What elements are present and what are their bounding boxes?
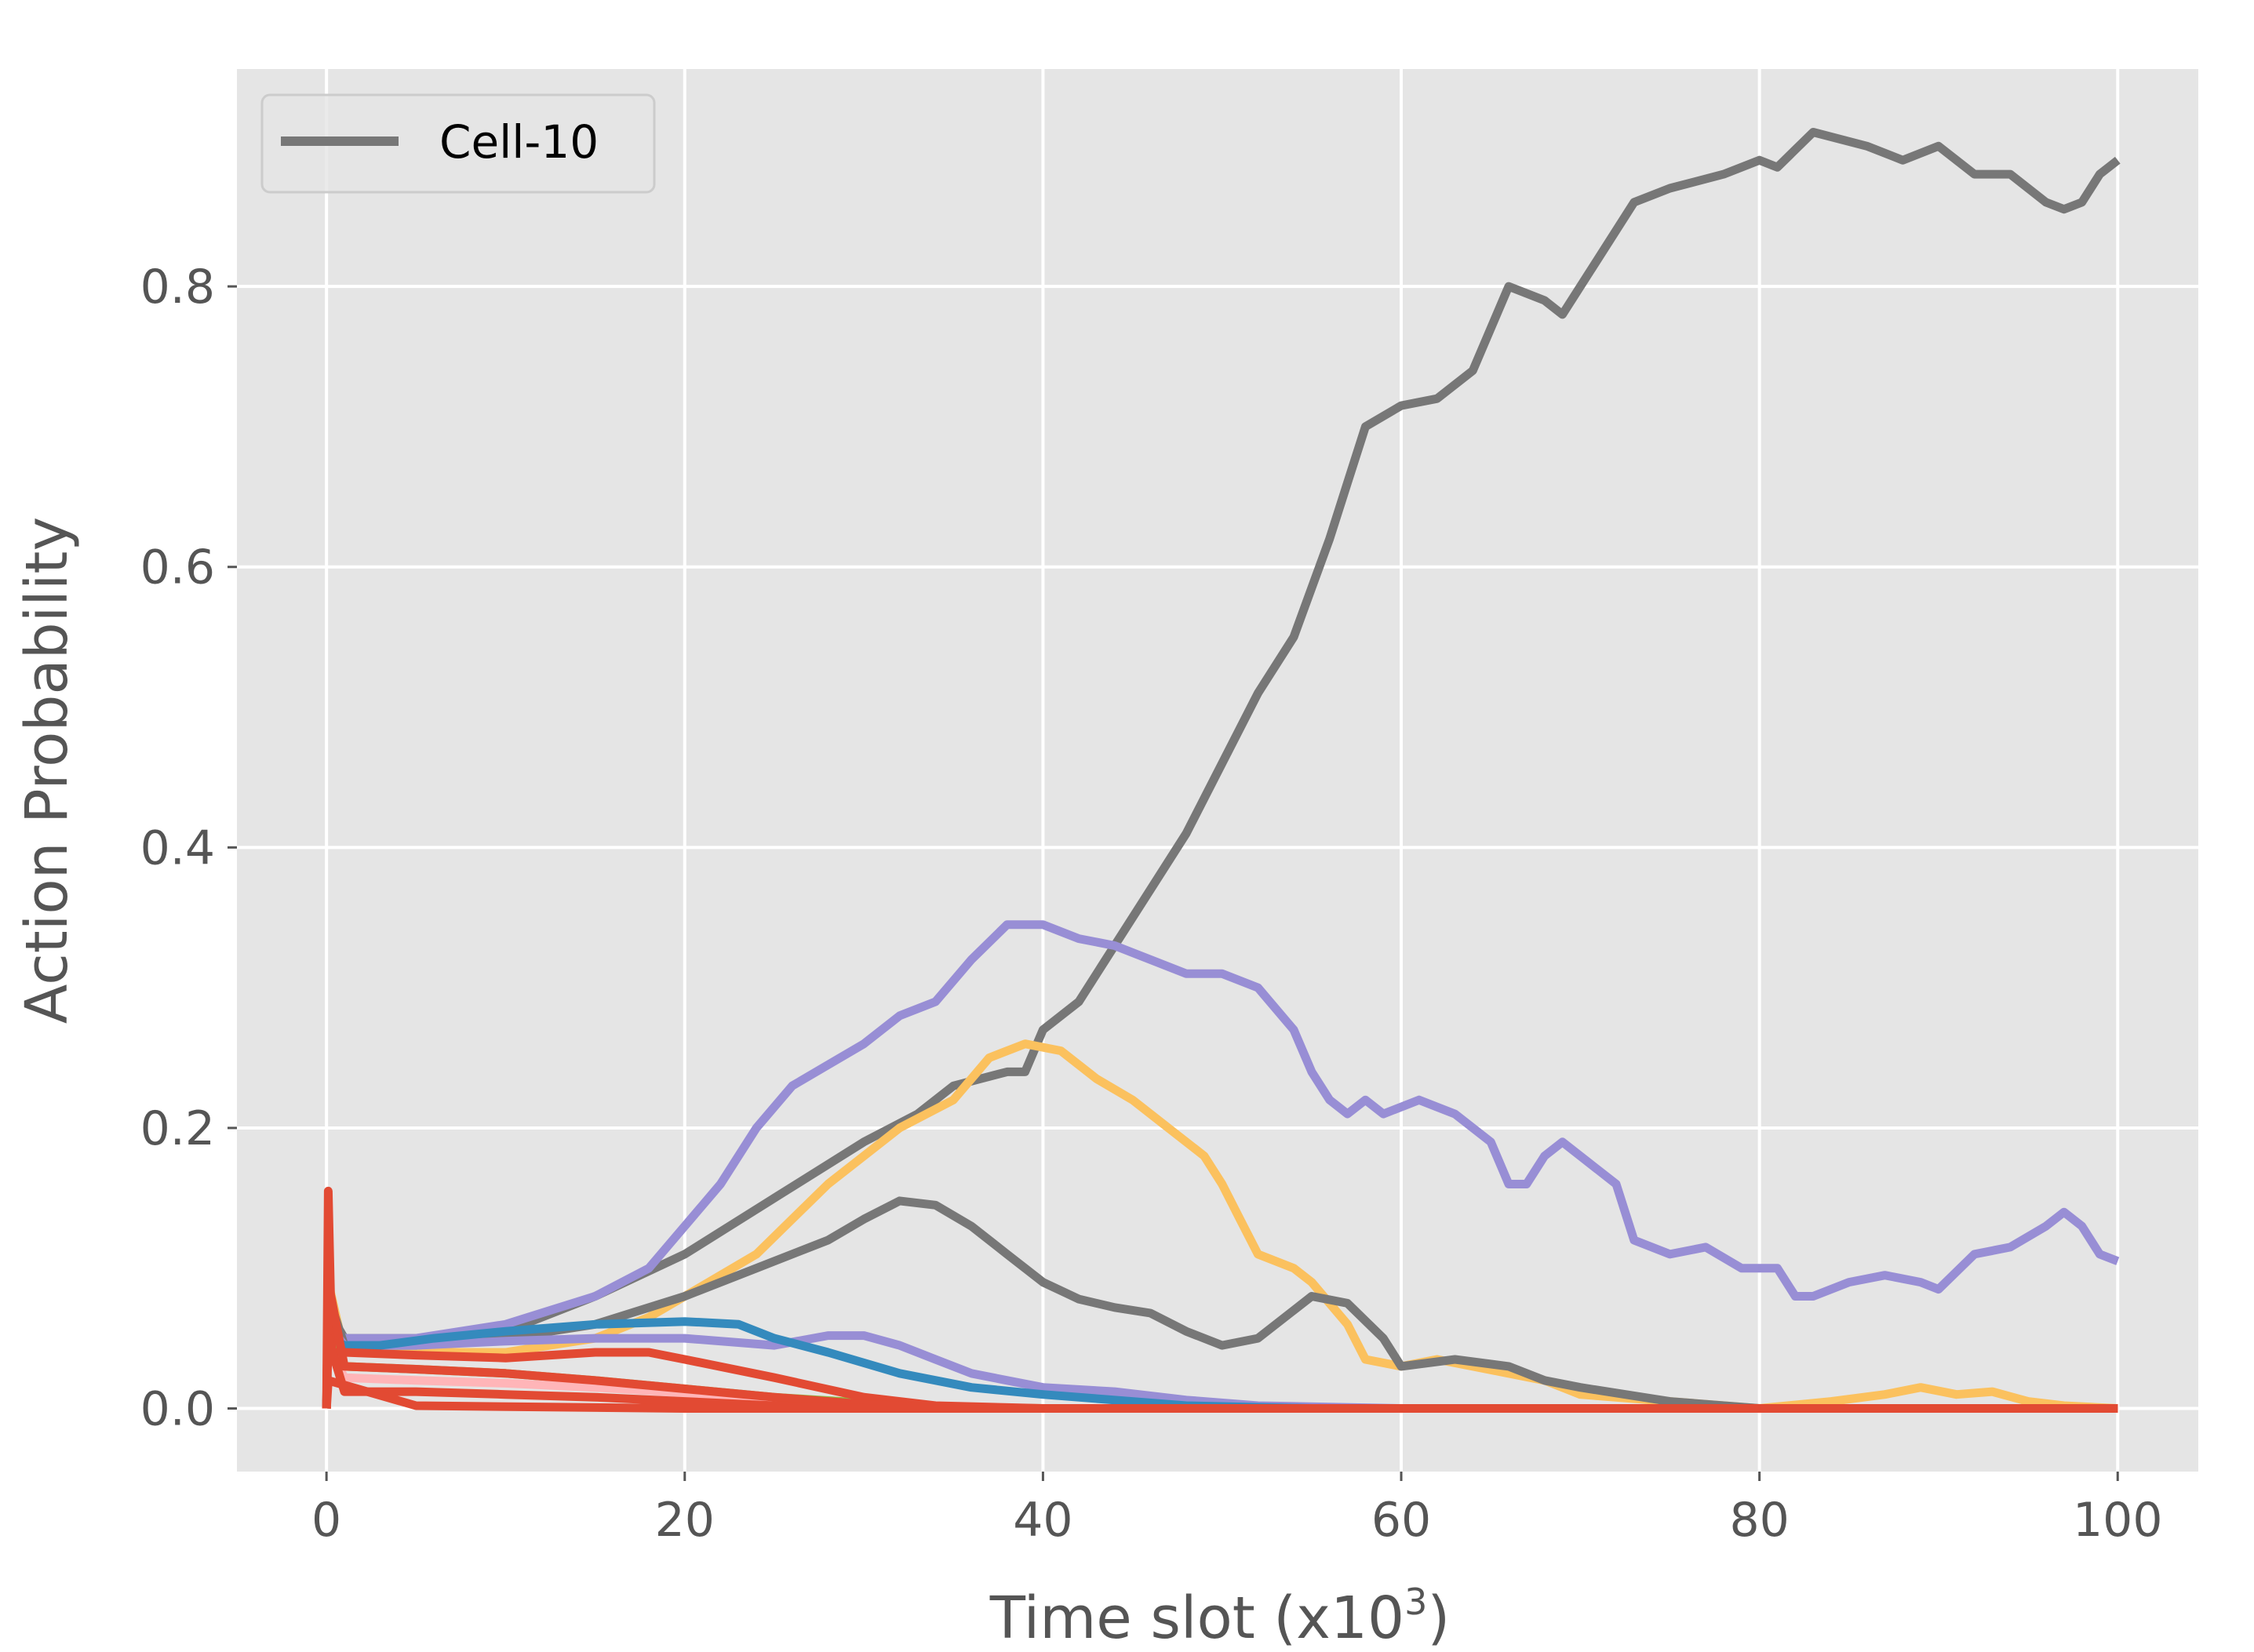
grid-lines [237,69,2198,1472]
y-tick-label: 0.4 [140,821,215,875]
series-line-cell-10 [322,128,2121,1409]
x-tick-label: 40 [1013,1493,1072,1548]
y-tick-label: 0.0 [140,1382,215,1437]
series-lines [322,128,2121,1413]
axis-labels: Action Probability Time slot (x103) [13,517,1450,1652]
x-tick-label: 0 [311,1493,341,1548]
series-line-2 [322,920,2120,1409]
y-tick-label: 0.2 [140,1101,215,1156]
y-tick-label: 0.6 [140,540,215,595]
y-tick-label: 0.8 [140,260,215,315]
series-line-6 [322,1317,2118,1413]
series-line-4 [322,1196,2118,1413]
x-tick-label: 80 [1729,1493,1789,1548]
x-axis-label-main: Time slot (x10 [989,1585,1404,1652]
legend-label-cell-10: Cell-10 [439,115,599,169]
axis-ticks: 0 20 40 60 80 100 0.0 0.2 0.4 0.6 0.8 [140,260,2163,1548]
series-line-5 [322,1319,2118,1413]
x-tick-label: 20 [655,1493,715,1548]
legend: Cell-10 [260,93,656,194]
legend-box [260,93,656,194]
x-axis-label-suffix: ) [1427,1585,1450,1652]
series-line-12 [322,1376,2118,1413]
x-tick-label: 100 [2073,1493,2163,1548]
x-axis-label: Time slot (x103) [989,1581,1451,1652]
y-axis-label: Action Probability [13,517,81,1024]
x-axis-label-superscript: 3 [1404,1581,1427,1623]
x-tick-label: 60 [1371,1493,1431,1548]
